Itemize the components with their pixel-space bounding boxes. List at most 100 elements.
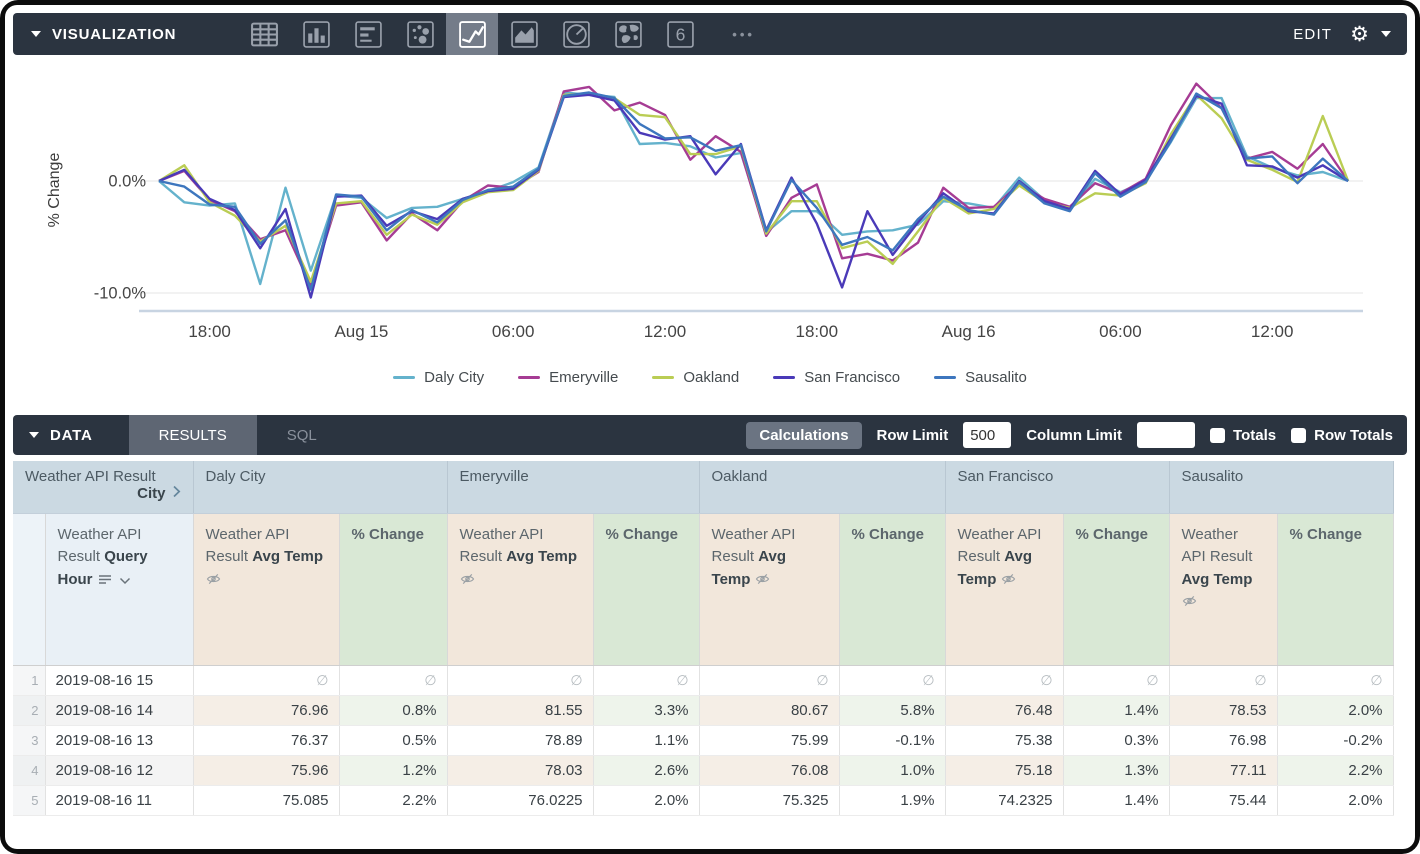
- cell-avg-temp[interactable]: ∅: [945, 665, 1064, 696]
- chart-type-line-icon[interactable]: [446, 13, 499, 55]
- eye-slash-icon[interactable]: [460, 571, 475, 588]
- cell-pct-change[interactable]: ∅: [593, 665, 700, 696]
- cell-avg-temp[interactable]: 75.96: [193, 755, 340, 786]
- edit-button[interactable]: EDIT: [1293, 25, 1333, 43]
- cell-avg-temp[interactable]: 76.96: [193, 695, 340, 726]
- chart-type-column-icon[interactable]: [290, 13, 342, 55]
- tab-sql[interactable]: SQL: [286, 426, 317, 444]
- column-header-pct-change-daly-city[interactable]: % Change: [339, 513, 448, 666]
- cell-avg-temp[interactable]: 77.11: [1169, 755, 1278, 786]
- cell-query-hour[interactable]: 2019-08-16 15: [45, 665, 194, 696]
- chart-type-pie-icon[interactable]: [550, 13, 602, 55]
- cell-query-hour[interactable]: 2019-08-16 11: [45, 785, 194, 816]
- settings-caret-icon[interactable]: [1381, 31, 1391, 37]
- cell-avg-temp[interactable]: 75.99: [699, 725, 840, 756]
- cell-avg-temp[interactable]: 80.67: [699, 695, 840, 726]
- cell-pct-change[interactable]: 2.2%: [1277, 755, 1394, 786]
- eye-slash-icon[interactable]: [1001, 571, 1016, 588]
- cell-pct-change[interactable]: ∅: [839, 665, 946, 696]
- cell-pct-change[interactable]: ∅: [339, 665, 448, 696]
- cell-pct-change[interactable]: 1.9%: [839, 785, 946, 816]
- row-limit-input[interactable]: [963, 422, 1012, 448]
- cell-pct-change[interactable]: 1.0%: [839, 755, 946, 786]
- cell-pct-change[interactable]: 1.2%: [339, 755, 448, 786]
- column-limit-input[interactable]: [1137, 422, 1196, 448]
- cell-pct-change[interactable]: 2.6%: [593, 755, 700, 786]
- cell-avg-temp[interactable]: 78.53: [1169, 695, 1278, 726]
- pivot-value-header-daly-city[interactable]: Daly City: [193, 461, 448, 514]
- chart-type-bar-icon[interactable]: [342, 13, 394, 55]
- column-header-avg-temp-oakland[interactable]: Weather API Result Avg Temp: [699, 513, 840, 666]
- column-header-avg-temp-sausalito[interactable]: Weather API Result Avg Temp: [1169, 513, 1278, 666]
- totals-checkbox[interactable]: [1210, 427, 1226, 443]
- cell-avg-temp[interactable]: 76.0225: [447, 785, 594, 816]
- legend-item-emeryville[interactable]: Emeryville: [518, 369, 618, 386]
- cell-avg-temp[interactable]: ∅: [1169, 665, 1278, 696]
- cell-avg-temp[interactable]: 75.325: [699, 785, 840, 816]
- cell-pct-change[interactable]: -0.1%: [839, 725, 946, 756]
- pivot-value-header-emeryville[interactable]: Emeryville: [447, 461, 700, 514]
- chart-type-map-icon[interactable]: [602, 13, 654, 55]
- chart-type-scatter-icon[interactable]: [394, 13, 446, 55]
- pivot-value-header-san-francisco[interactable]: San Francisco: [945, 461, 1170, 514]
- cell-avg-temp[interactable]: 76.48: [945, 695, 1064, 726]
- cell-pct-change[interactable]: ∅: [1277, 665, 1394, 696]
- cell-query-hour[interactable]: 2019-08-16 14: [45, 695, 194, 726]
- calculations-button[interactable]: Calculations: [746, 421, 862, 449]
- cell-pct-change[interactable]: 1.4%: [1063, 695, 1170, 726]
- cell-pct-change[interactable]: 1.4%: [1063, 785, 1170, 816]
- cell-avg-temp[interactable]: ∅: [193, 665, 340, 696]
- cell-pct-change[interactable]: 5.8%: [839, 695, 946, 726]
- cell-avg-temp[interactable]: 76.98: [1169, 725, 1278, 756]
- cell-avg-temp[interactable]: 76.08: [699, 755, 840, 786]
- column-header-pct-change-sausalito[interactable]: % Change: [1277, 513, 1394, 666]
- column-header-query-hour[interactable]: Weather API Result Query Hour: [45, 513, 194, 666]
- column-header-pct-change-oakland[interactable]: % Change: [839, 513, 946, 666]
- cell-avg-temp[interactable]: ∅: [699, 665, 840, 696]
- cell-query-hour[interactable]: 2019-08-16 12: [45, 755, 194, 786]
- cell-avg-temp[interactable]: 76.37: [193, 725, 340, 756]
- cell-query-hour[interactable]: 2019-08-16 13: [45, 725, 194, 756]
- gear-icon[interactable]: ⚙: [1350, 22, 1369, 46]
- chevron-down-icon[interactable]: [119, 570, 131, 593]
- cell-avg-temp[interactable]: 75.18: [945, 755, 1064, 786]
- cell-pct-change[interactable]: 2.0%: [1277, 695, 1394, 726]
- cell-avg-temp[interactable]: 81.55: [447, 695, 594, 726]
- cell-pct-change[interactable]: 2.0%: [593, 785, 700, 816]
- cell-pct-change[interactable]: 0.8%: [339, 695, 448, 726]
- cell-pct-change[interactable]: 0.5%: [339, 725, 448, 756]
- cell-avg-temp[interactable]: 74.2325: [945, 785, 1064, 816]
- cell-pct-change[interactable]: 3.3%: [593, 695, 700, 726]
- cell-pct-change[interactable]: 2.2%: [339, 785, 448, 816]
- row-totals-checkbox[interactable]: [1291, 427, 1307, 443]
- column-header-avg-temp-daly-city[interactable]: Weather API Result Avg Temp: [193, 513, 340, 666]
- chart-type-single-value-icon[interactable]: 6: [654, 13, 706, 55]
- cell-avg-temp[interactable]: ∅: [447, 665, 594, 696]
- eye-slash-icon[interactable]: [755, 571, 770, 588]
- pivot-value-header-oakland[interactable]: Oakland: [699, 461, 946, 514]
- cell-avg-temp[interactable]: 78.89: [447, 725, 594, 756]
- cell-pct-change[interactable]: -0.2%: [1277, 725, 1394, 756]
- cell-pct-change[interactable]: 2.0%: [1277, 785, 1394, 816]
- tab-results[interactable]: RESULTS: [128, 415, 257, 455]
- chart-type-table-icon[interactable]: [238, 13, 290, 55]
- cell-pct-change[interactable]: 1.1%: [593, 725, 700, 756]
- cell-pct-change[interactable]: ∅: [1063, 665, 1170, 696]
- eye-slash-icon[interactable]: [1182, 593, 1197, 610]
- chart-type-area-icon[interactable]: [498, 13, 550, 55]
- eye-slash-icon[interactable]: [206, 571, 221, 588]
- cell-pct-change[interactable]: 0.3%: [1063, 725, 1170, 756]
- pivot-dimension-header[interactable]: Weather API Result City: [13, 461, 194, 514]
- sort-icon[interactable]: [98, 570, 112, 593]
- cell-avg-temp[interactable]: 75.44: [1169, 785, 1278, 816]
- data-collapse-caret-icon[interactable]: [29, 432, 39, 438]
- collapse-caret-icon[interactable]: [31, 31, 41, 37]
- legend-item-sausalito[interactable]: Sausalito: [934, 369, 1027, 386]
- cell-pct-change[interactable]: 1.3%: [1063, 755, 1170, 786]
- column-header-avg-temp-san-francisco[interactable]: Weather API Result Avg Temp: [945, 513, 1064, 666]
- column-header-pct-change-san-francisco[interactable]: % Change: [1063, 513, 1170, 666]
- legend-item-daly-city[interactable]: Daly City: [393, 369, 484, 386]
- legend-item-san-francisco[interactable]: San Francisco: [773, 369, 900, 386]
- cell-avg-temp[interactable]: 75.085: [193, 785, 340, 816]
- column-header-pct-change-emeryville[interactable]: % Change: [593, 513, 700, 666]
